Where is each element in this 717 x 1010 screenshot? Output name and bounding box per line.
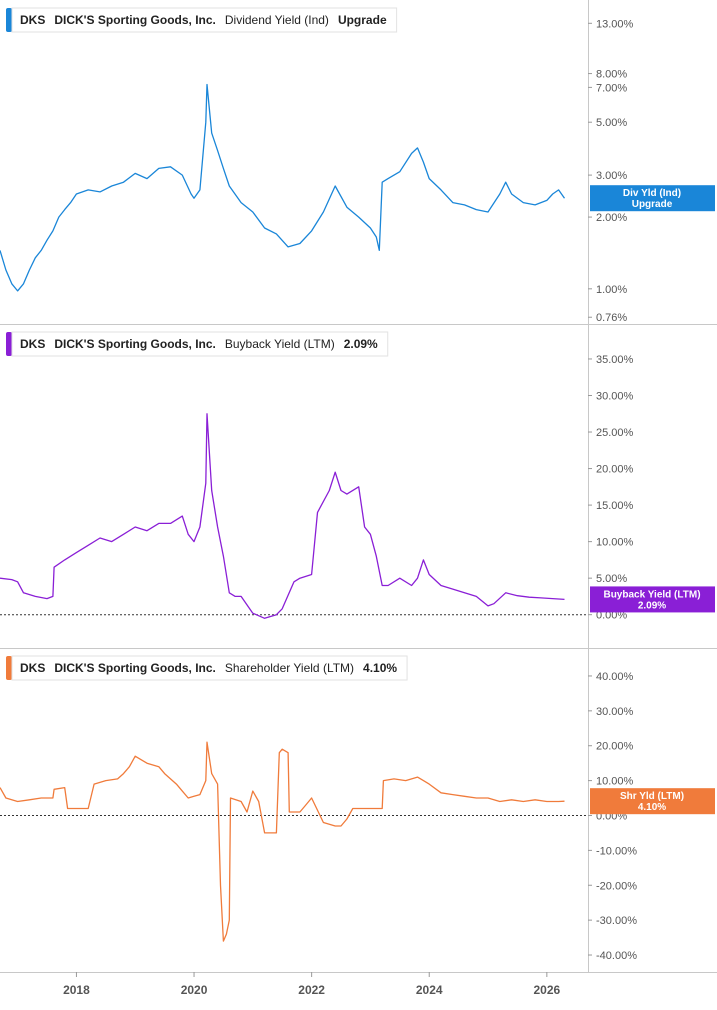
- y-tick-label: 7.00%: [596, 82, 627, 94]
- legend-metric: Shareholder Yield (LTM): [225, 661, 354, 675]
- y-tick-label: 0.00%: [596, 610, 627, 622]
- series-line-buyback: [0, 413, 565, 619]
- legend-value: 4.10%: [363, 661, 397, 675]
- value-tag-label: Buyback Yield (LTM): [603, 589, 700, 600]
- value-tag-value: 4.10%: [638, 802, 666, 813]
- legend-color-swatch: [6, 656, 12, 680]
- value-tag-bg: [590, 788, 715, 815]
- x-axis: 2018 2020 2022 2024 2026: [63, 972, 561, 997]
- y-tick-label: -40.00%: [596, 950, 637, 962]
- legend-value: 2.09%: [344, 337, 378, 351]
- x-tick-label: 2018: [63, 983, 90, 997]
- legend-buyback: DKS DICK'S Sporting Goods, Inc. Buyback Yi…: [6, 331, 389, 357]
- y-tick-label: 8.00%: [596, 69, 627, 81]
- panel-shareholder: 40.00%30.00%20.00%10.00%0.00%-10.00%-20.…: [0, 655, 715, 962]
- legend-ticker: DKS: [20, 337, 45, 351]
- legend-company: DICK'S Sporting Goods, Inc.: [54, 661, 216, 675]
- legend-ticker: DKS: [20, 661, 45, 675]
- y-tick-label: -10.00%: [596, 845, 637, 857]
- value-tag-bg: [590, 185, 715, 212]
- value-tag-value: 2.09%: [638, 600, 666, 611]
- value-tag-label: Shr Yld (LTM): [620, 791, 684, 802]
- legend-shareholder: DKS DICK'S Sporting Goods, Inc. Shareholde…: [6, 655, 408, 681]
- series-line-dividend: [0, 83, 566, 292]
- y-tick-label: 20.00%: [596, 741, 634, 753]
- value-tag-bg: [590, 586, 715, 613]
- panel-dividend: 13.00% 8.00%7.00% 5.00% 3.00% 2.00% 1.00% 0.76…: [0, 7, 715, 324]
- y-tick-label: -30.00%: [596, 915, 637, 927]
- value-tag-shareholder: Shr Yld (LTM)4.10%: [590, 788, 715, 815]
- legend-value: Upgrade: [338, 13, 387, 27]
- y-tick-label: 35.00%: [596, 354, 634, 366]
- x-tick-label: 2020: [181, 983, 208, 997]
- legend-box: [11, 7, 398, 33]
- y-tick-label: 0.76%: [596, 312, 627, 324]
- legend-company: DICK'S Sporting Goods, Inc.: [54, 337, 216, 351]
- x-tick-label: 2024: [416, 983, 443, 997]
- y-tick-label: 1.00%: [596, 284, 627, 296]
- y-tick-label: 10.00%: [596, 537, 634, 549]
- legend-ticker: DKS: [20, 13, 45, 27]
- x-tick-label: 2026: [533, 983, 560, 997]
- y-tick-label: 3.00%: [596, 170, 627, 182]
- legend-color-swatch: [6, 332, 12, 356]
- y-tick-label: 2.00%: [596, 212, 627, 224]
- y-tick-label: 5.00%: [596, 573, 627, 585]
- legend-dividend: DKS DICK'S Sporting Goods, Inc. Dividend Y…: [6, 7, 398, 33]
- y-tick-label: 30.00%: [596, 390, 634, 402]
- y-tick-label: 15.00%: [596, 500, 634, 512]
- legend-company: DICK'S Sporting Goods, Inc.: [54, 13, 216, 27]
- legend-box: [11, 331, 389, 357]
- value-tag-label: Div Yld (Ind): [623, 188, 681, 199]
- panel-buyback: 35.00% 30.00% 25.00% 20.00% 15.00% 10.00% 5.00…: [0, 331, 715, 622]
- legend-color-swatch: [6, 8, 12, 32]
- y-tick-label: 20.00%: [596, 464, 634, 476]
- y-tick-label: 30.00%: [596, 706, 634, 718]
- series-line-shareholder: [0, 741, 565, 942]
- y-tick-label: 40.00%: [596, 671, 634, 683]
- y-tick-label: -20.00%: [596, 880, 637, 892]
- legend-metric: Dividend Yield (Ind): [225, 13, 329, 27]
- value-tag-dividend: Div Yld (Ind)Upgrade: [590, 185, 715, 212]
- x-tick-label: 2022: [298, 983, 325, 997]
- legend-metric: Buyback Yield (LTM): [225, 337, 335, 351]
- y-tick-label: 10.00%: [596, 776, 634, 788]
- value-tag-value: Upgrade: [632, 199, 673, 210]
- y-tick-label: 25.00%: [596, 427, 634, 439]
- y-tick-label: 13.00%: [596, 18, 634, 30]
- y-tick-label: 5.00%: [596, 117, 627, 129]
- legend-box: [11, 655, 408, 681]
- value-tag-buyback: Buyback Yield (LTM)2.09%: [590, 586, 715, 613]
